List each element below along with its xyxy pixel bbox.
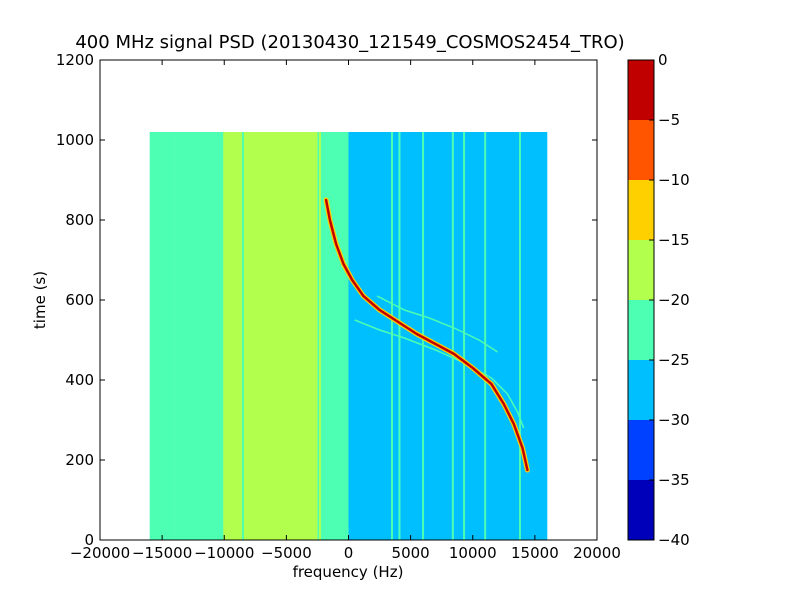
- x-tick-label: 5000: [392, 544, 430, 562]
- plot-area: [99, 59, 598, 541]
- heatmap: [149, 132, 548, 540]
- doppler-curve: [324, 198, 529, 472]
- y-tick-label: 1200: [56, 51, 94, 69]
- y-tick-label: 200: [65, 451, 94, 469]
- y-tick-label: 400: [65, 371, 94, 389]
- colorbar-tick-label: −30: [658, 411, 690, 429]
- x-axis-label: frequency (Hz): [293, 563, 404, 581]
- x-tick-label: −20000: [70, 544, 130, 562]
- x-tick-label: −5000: [261, 544, 312, 562]
- colorbar-tick-label: −35: [658, 471, 690, 489]
- y-axis-label: time (s): [31, 271, 49, 329]
- x-axis: −20000 −15000 −10000 −5000 0 5000 10000 15000 20…: [70, 60, 621, 562]
- heatmap-region-3: [317, 132, 349, 540]
- x-tick-label: −10000: [194, 544, 254, 562]
- colorbar-tick-label: −25: [658, 351, 690, 369]
- colorbar-segment: [628, 240, 654, 300]
- chart-title: 400 MHz signal PSD (20130430_121549_COSM…: [75, 32, 624, 53]
- x-tick-label: 15000: [511, 544, 559, 562]
- colorbar-segment: [628, 300, 654, 360]
- colorbar-segment: [628, 60, 654, 120]
- heatmap-region-2: [224, 132, 318, 540]
- x-tick-label: −15000: [132, 544, 192, 562]
- colorbar-segment: [628, 120, 654, 180]
- colorbar-tick-label: −10: [658, 171, 690, 189]
- x-tick-label: 10000: [449, 544, 497, 562]
- colorbar-tick-label: 0: [658, 51, 668, 69]
- colorbar: −40 −35 −30 −25 −20 −15 −10 −5 0: [627, 51, 690, 549]
- x-tick-label: 20000: [573, 544, 621, 562]
- y-tick-label: 0: [84, 531, 94, 549]
- colorbar-segment: [628, 360, 654, 420]
- y-tick-label: 800: [65, 211, 94, 229]
- colorbar-segment: [628, 480, 654, 540]
- heatmap-region-1: [174, 132, 225, 540]
- colorbar-tick-label: −5: [658, 111, 680, 129]
- colorbar-tick-label: −40: [658, 531, 690, 549]
- y-tick-label: 600: [65, 291, 94, 309]
- y-tick-label: 1000: [56, 131, 94, 149]
- colorbar-segment: [628, 420, 654, 480]
- colorbar-tick-label: −20: [658, 291, 690, 309]
- heatmap-region-0: [149, 132, 175, 540]
- heatmap-region-4: [348, 132, 548, 540]
- x-tick-label: 0: [344, 544, 354, 562]
- y-axis: 0 200 400 600 800 1000 1200: [56, 51, 597, 549]
- secondary-doppler-curve-1: [376, 295, 499, 353]
- colorbar-tick-label: −15: [658, 231, 690, 249]
- colorbar-segment: [628, 180, 654, 240]
